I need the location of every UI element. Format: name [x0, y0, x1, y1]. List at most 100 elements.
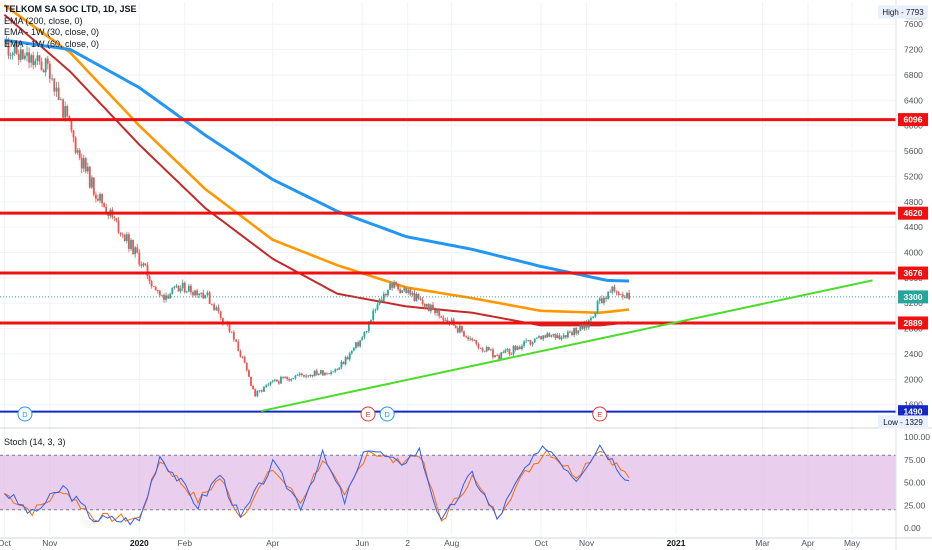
candle-body	[239, 351, 242, 357]
hline-tag-box	[898, 113, 928, 127]
candle-body	[36, 55, 39, 61]
candle-body	[571, 332, 573, 335]
candle-body	[626, 292, 628, 298]
candle-body	[372, 310, 375, 320]
candle-body	[529, 340, 532, 345]
candle-body	[9, 54, 12, 56]
candle-body	[525, 340, 528, 342]
candle-body	[399, 289, 402, 293]
candle-body	[348, 353, 351, 360]
candle-body	[5, 41, 8, 44]
candle-body	[344, 357, 347, 365]
candle-body	[88, 166, 91, 188]
event-marker: E	[592, 406, 608, 422]
candle-body	[382, 293, 385, 301]
candle-body	[609, 291, 612, 293]
hline-tag-text: 3676	[904, 268, 923, 278]
candle-body	[598, 298, 601, 302]
candle-body	[338, 367, 341, 370]
candle-body	[562, 335, 565, 338]
candle-body	[577, 330, 580, 334]
candle-body	[192, 292, 194, 296]
candle-body	[267, 384, 270, 386]
candle-body	[489, 349, 492, 351]
candle-body	[546, 333, 549, 338]
candle-body	[278, 381, 280, 384]
candle-body	[152, 286, 155, 287]
candle-body	[442, 317, 445, 321]
stoch-label: Stoch (14, 3, 3)	[4, 437, 66, 447]
candle-body	[117, 220, 120, 233]
candle-body	[370, 319, 372, 323]
grid	[0, 2, 896, 535]
x-tick-label: Nov	[42, 538, 58, 548]
candle-body	[219, 311, 222, 319]
candle-body	[187, 285, 190, 292]
candle-body	[252, 385, 254, 390]
legend-ema30w: EMA - 1W (30, close, 0)	[4, 27, 100, 37]
candle-body	[86, 166, 89, 172]
candle-body	[387, 289, 389, 296]
candle-body	[514, 345, 517, 350]
candle-body	[516, 346, 519, 350]
candle-body	[136, 247, 139, 253]
candle-body	[40, 61, 43, 71]
candle-body	[340, 361, 343, 368]
candle-body	[521, 345, 523, 350]
x-tick-label: Apr	[266, 538, 279, 548]
candle-body	[215, 307, 218, 311]
symbol-title: TELKOM SA SOC LTD, 1D, JSE	[4, 4, 137, 14]
y-tick-label: 6400	[904, 95, 923, 105]
candle-body	[471, 338, 474, 341]
candle-body	[296, 375, 299, 376]
candle-body	[70, 120, 73, 131]
last-price-tag: 3300	[898, 290, 928, 304]
candle-body	[260, 390, 263, 392]
candle-body	[596, 301, 599, 313]
candle-body	[395, 282, 398, 285]
candle-body	[165, 295, 167, 300]
candle-body	[374, 309, 377, 311]
candle-body	[581, 324, 584, 329]
candle-body	[211, 303, 213, 305]
candle-body	[434, 309, 436, 314]
legend-ema200: EMA (200, close, 0)	[4, 15, 83, 26]
candle-body	[389, 283, 391, 290]
candle-body	[51, 78, 53, 80]
candle-body	[569, 331, 571, 333]
candle-body	[190, 285, 192, 293]
candle-body	[454, 325, 457, 329]
candle-body	[228, 323, 231, 332]
candle-body	[101, 194, 103, 204]
candle-body	[405, 288, 408, 293]
candle-body	[500, 352, 503, 360]
candle-body	[99, 194, 101, 201]
candle-body	[566, 331, 569, 338]
candle-body	[196, 290, 198, 296]
candle-body	[554, 334, 557, 339]
candle-body	[393, 282, 396, 288]
y-tick-label: 2000	[904, 374, 923, 384]
candle-body	[269, 381, 272, 385]
candle-body	[258, 390, 261, 392]
candle-body	[506, 349, 509, 351]
x-tick-label: May	[844, 538, 861, 548]
candle-body	[575, 327, 578, 334]
candle-body	[384, 293, 387, 296]
candle-body	[115, 217, 118, 221]
candle-body	[288, 379, 291, 381]
candle-body	[403, 288, 406, 291]
candle-body	[38, 55, 41, 62]
candle-body	[204, 295, 207, 299]
candle-body	[496, 355, 499, 357]
support-tag-text: 1490	[904, 407, 923, 417]
candle-body	[573, 327, 576, 335]
candle-body	[202, 292, 205, 299]
hline-tag-box	[898, 316, 928, 330]
candle-body	[230, 331, 233, 333]
candle-body	[365, 331, 368, 332]
hline-tag-text: 6096	[904, 115, 923, 125]
candle-body	[105, 206, 108, 213]
candle-body	[427, 303, 430, 312]
